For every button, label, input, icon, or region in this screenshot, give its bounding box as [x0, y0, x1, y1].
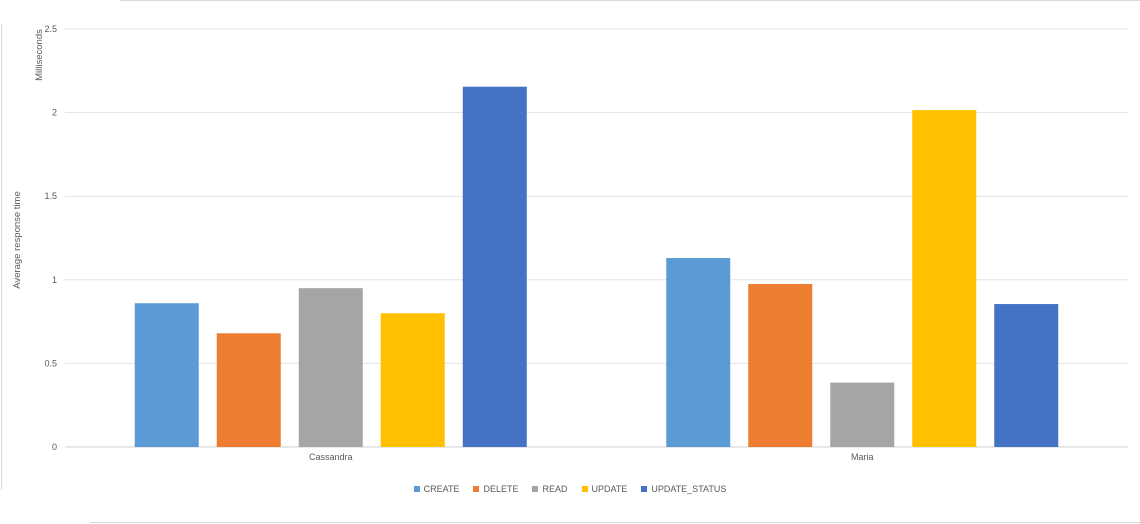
- y-tick-label: 0: [52, 442, 57, 452]
- y-tick-label: 0.5: [44, 358, 57, 368]
- bar-update-cassandra: [380, 313, 445, 447]
- y-tick-label: 2: [52, 108, 57, 118]
- y-axis-title: Average response time: [12, 191, 23, 289]
- legend-label: READ: [542, 484, 568, 494]
- legend-label: CREATE: [423, 484, 460, 494]
- bar-update-status-maria: [994, 304, 1059, 447]
- legend-item: UPDATE: [581, 484, 628, 494]
- y-tick-label: 1.5: [44, 191, 57, 201]
- chart-border-top: [120, 0, 1140, 1]
- legend-swatch: [473, 486, 480, 492]
- x-tick-label: Cassandra: [309, 452, 353, 462]
- legend-item: DELETE: [473, 484, 518, 494]
- y-axis-unit: Milliseconds: [34, 29, 45, 81]
- bar-update-status-cassandra: [462, 86, 527, 448]
- bar-read-cassandra: [298, 288, 363, 447]
- legend-item: CREATE: [413, 484, 460, 494]
- bar-read-maria: [830, 382, 895, 447]
- y-tick-label: 2.5: [44, 24, 57, 34]
- legend-swatch: [581, 486, 588, 492]
- legend-item: UPDATE_STATUS: [641, 484, 726, 494]
- legend-label: UPDATE_STATUS: [651, 484, 727, 494]
- legend-swatch: [413, 486, 420, 492]
- bar-delete-maria: [748, 283, 813, 447]
- legend-label: DELETE: [483, 484, 519, 494]
- legend-swatch: [532, 486, 539, 492]
- bar-delete-cassandra: [216, 333, 281, 447]
- legend: CREATE DELETE READ UPDATE UPDATE_STATUS: [0, 484, 1140, 494]
- y-tick-label: 1: [52, 275, 57, 285]
- chart-border-left: [1, 24, 2, 490]
- legend-swatch: [641, 486, 648, 492]
- chart-border-bottom: [90, 522, 1140, 523]
- legend-label: UPDATE: [591, 484, 628, 494]
- bar-create-maria: [666, 258, 731, 447]
- bar-update-maria: [912, 110, 977, 447]
- bar-create-cassandra: [134, 303, 199, 447]
- legend-item: READ: [532, 484, 568, 494]
- x-tick-label: Maria: [851, 452, 874, 462]
